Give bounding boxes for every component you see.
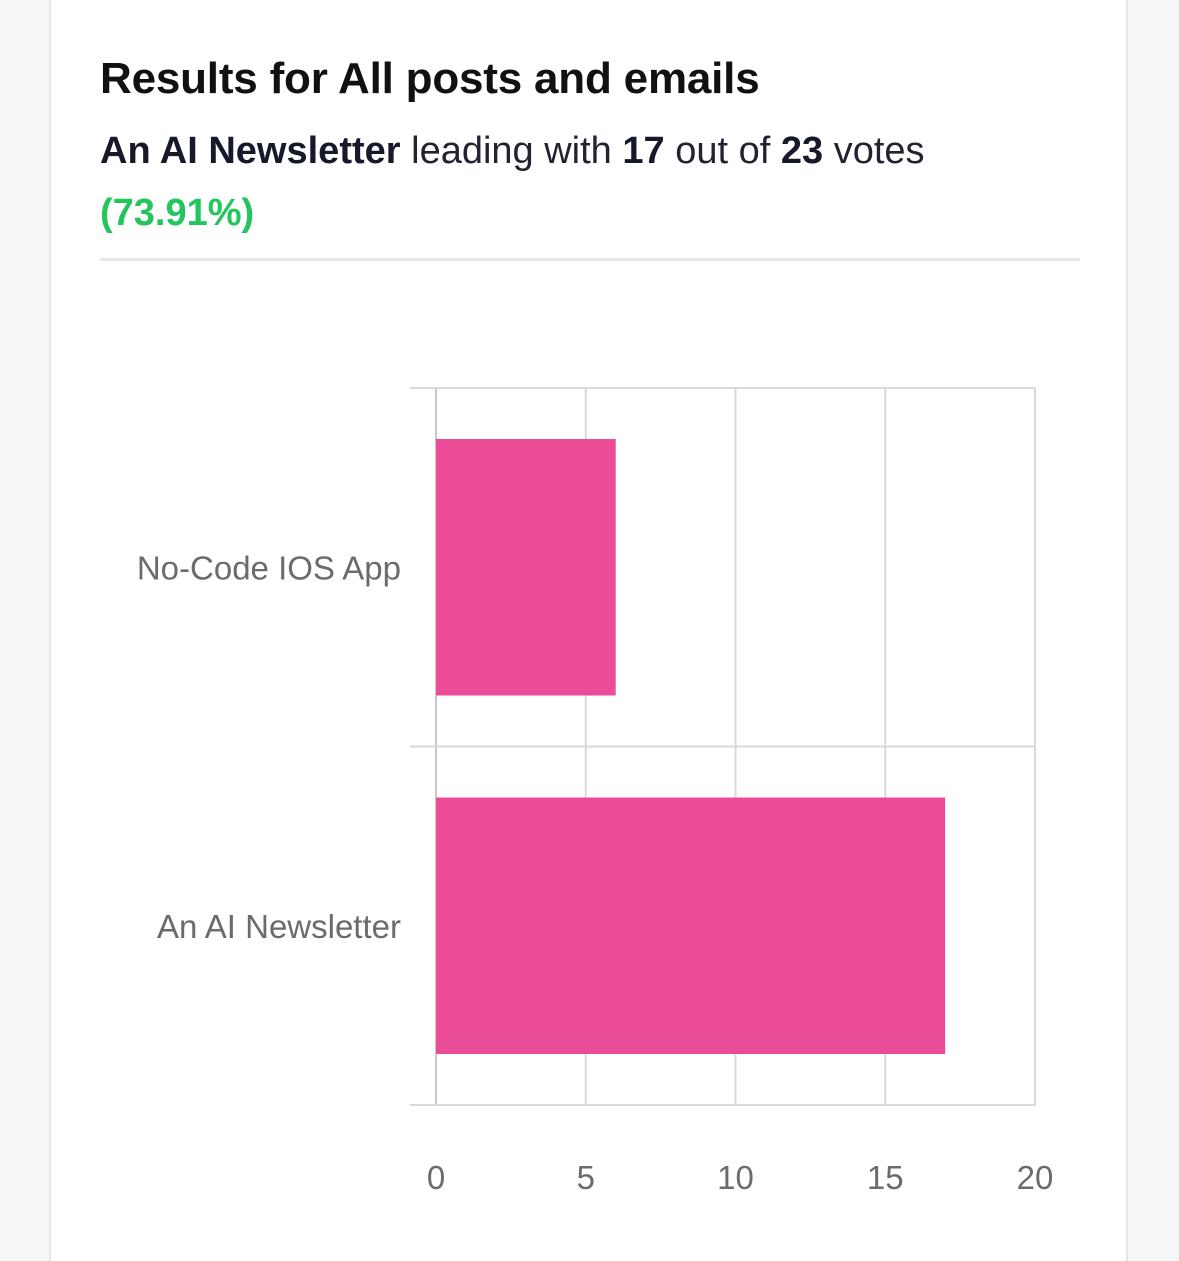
header-divider	[100, 258, 1080, 261]
results-summary: An AI Newsletter leading with 17 out of …	[100, 120, 1080, 244]
bar-an-ai-newsletter	[436, 797, 946, 1054]
leading-with-text: leading with	[411, 130, 612, 172]
x-tick-label: 5	[577, 1159, 595, 1196]
out-of-text: out of	[675, 130, 771, 172]
votes-word: votes	[833, 130, 925, 172]
bar-no-code-ios-app	[436, 439, 616, 696]
leader-votes: 17	[622, 130, 665, 172]
chart-labels: 0 5 10 15 20 No-Code IOS App An AI Newsletter	[137, 549, 1054, 1196]
chart-bars	[436, 439, 946, 1054]
leader-name: An AI Newsletter	[100, 130, 401, 172]
total-votes: 23	[780, 130, 824, 172]
x-tick-label: 20	[1017, 1159, 1054, 1196]
x-tick-label: 0	[427, 1159, 445, 1196]
leader-percent: (73.91%)	[100, 192, 255, 234]
category-label: An AI Newsletter	[157, 908, 401, 945]
x-tick-label: 15	[867, 1159, 904, 1196]
category-label: No-Code IOS App	[137, 549, 401, 586]
x-tick-label: 10	[717, 1159, 754, 1196]
results-title: Results for All posts and emails	[100, 54, 760, 103]
